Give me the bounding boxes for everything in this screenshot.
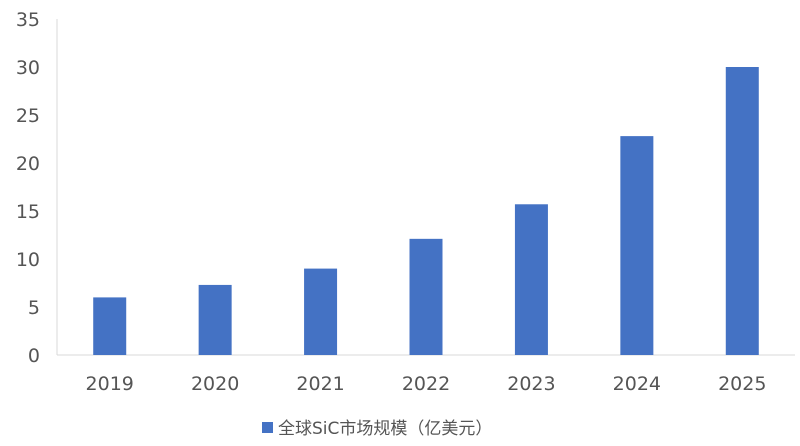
y-axis-ticks: 0 5 10 15 20 25 30 35 <box>16 9 40 367</box>
x-tick-label: 2022 <box>402 373 450 395</box>
bar-2025 <box>725 67 759 355</box>
y-tick-label: 20 <box>16 153 40 175</box>
bar-2023 <box>514 204 548 355</box>
y-tick-label: 15 <box>16 201 40 223</box>
legend: 全球SiC市场规模（亿美元） <box>262 419 492 439</box>
x-tick-label: 2019 <box>86 373 134 395</box>
bar-2024 <box>620 136 654 355</box>
x-tick-label: 2024 <box>613 373 661 395</box>
x-tick-label: 2020 <box>191 373 239 395</box>
x-tick-label: 2025 <box>718 373 766 395</box>
legend-swatch <box>262 422 273 433</box>
y-tick-label: 25 <box>16 105 40 127</box>
x-tick-label: 2023 <box>507 373 555 395</box>
y-tick-label: 35 <box>16 9 40 31</box>
bar-2019 <box>93 297 127 355</box>
y-tick-label: 30 <box>16 57 40 79</box>
bar-2020 <box>198 284 232 355</box>
bars <box>93 67 759 355</box>
y-tick-label: 0 <box>28 345 40 367</box>
x-tick-label: 2021 <box>296 373 344 395</box>
y-tick-label: 10 <box>16 249 40 271</box>
y-tick-label: 5 <box>28 297 40 319</box>
legend-label: 全球SiC市场规模（亿美元） <box>278 419 492 439</box>
bar-2022 <box>409 238 443 355</box>
bar-2021 <box>304 268 338 355</box>
x-axis-ticks: 2019 2020 2021 2022 2023 2024 2025 <box>86 373 767 395</box>
